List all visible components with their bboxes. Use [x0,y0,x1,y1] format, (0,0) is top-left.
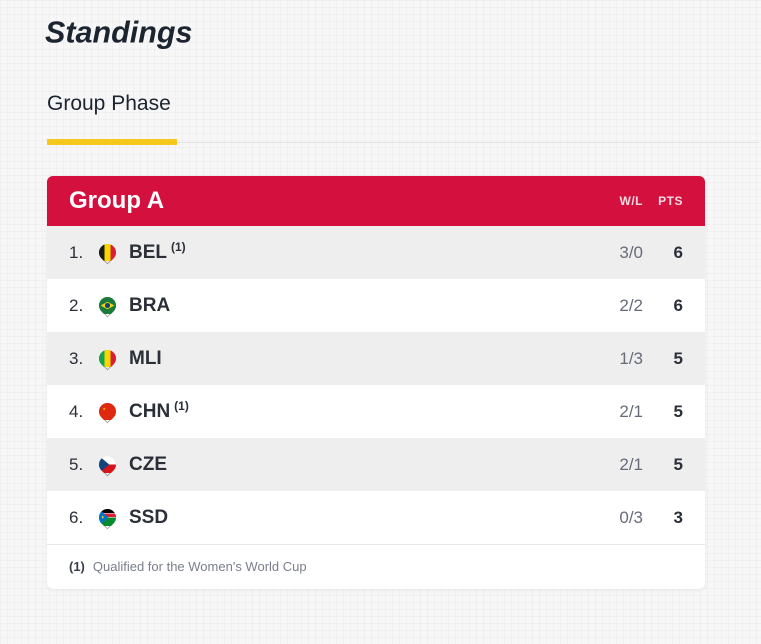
svg-text:Standings: Standings [45,16,192,50]
